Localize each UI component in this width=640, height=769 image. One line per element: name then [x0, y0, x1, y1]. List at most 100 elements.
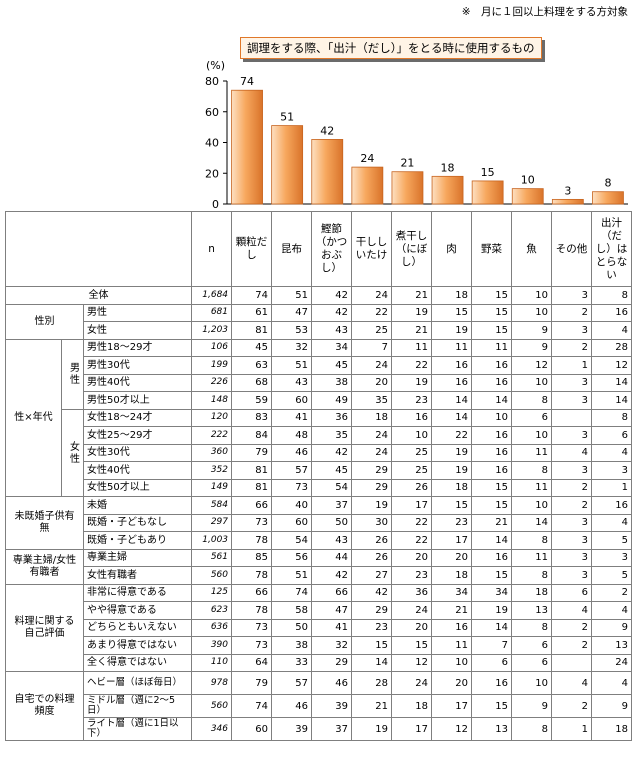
- y-tick-label: 20: [205, 167, 219, 180]
- table-cell: 14: [431, 391, 473, 410]
- table-cell: 73: [231, 636, 273, 655]
- table-cell: 6: [471, 653, 513, 672]
- table-cell: 24: [351, 356, 393, 375]
- table-cell: 35: [351, 391, 393, 410]
- table-cell: 20: [431, 548, 473, 567]
- sample-size: 623: [191, 601, 233, 620]
- table-cell: 24: [351, 286, 393, 305]
- table-cell: 51: [271, 286, 313, 305]
- table-cell: 16: [471, 373, 513, 392]
- table-cell: 47: [271, 303, 313, 322]
- table-cell: 57: [271, 671, 313, 695]
- table-cell: 8: [511, 531, 553, 550]
- bar: [391, 171, 424, 205]
- y-axis-label: (%): [206, 59, 225, 72]
- sample-size: 110: [191, 653, 233, 672]
- table-cell: 26: [391, 478, 433, 497]
- table-cell: 21: [391, 321, 433, 340]
- table-cell: 24: [351, 443, 393, 462]
- y-tick-label: 40: [205, 137, 219, 150]
- column-header: 干ししいたけ: [351, 211, 393, 287]
- table-cell: 19: [471, 601, 513, 620]
- table-cell: 22: [391, 531, 433, 550]
- table-cell: 34: [471, 583, 513, 602]
- column-header: 鰹節（かつおぶし）: [311, 211, 353, 287]
- column-header: 野菜: [471, 211, 513, 287]
- table-cell: 54: [271, 531, 313, 550]
- bar: [511, 188, 544, 205]
- table-cell: 34: [311, 338, 353, 357]
- table-cell: 16: [431, 356, 473, 375]
- sample-size: 681: [191, 303, 233, 322]
- table-cell: 18: [431, 478, 473, 497]
- row-label: 専業主婦: [82, 548, 193, 567]
- table-row: 女性30代 360 79 46 42 24 25 19 16 11 4 4: [6, 443, 633, 462]
- group-label: 性別: [5, 303, 84, 340]
- table-cell: 10: [471, 408, 513, 427]
- sample-size: 148: [191, 391, 233, 410]
- bar-value-label: 24: [360, 152, 374, 165]
- table-cell: 3: [551, 286, 593, 305]
- table-cell: 59: [231, 391, 273, 410]
- table-cell: 78: [231, 601, 273, 620]
- table-cell: 4: [591, 443, 633, 462]
- table-cell: 8: [511, 717, 553, 741]
- table-cell: 3: [591, 548, 633, 567]
- table-cell: 2: [551, 636, 593, 655]
- table-cell: 25: [391, 443, 433, 462]
- table-cell: 9: [511, 338, 553, 357]
- table-row: 女性 1,203 81 53 43 25 21 19 15 9 3 4: [6, 321, 633, 340]
- bar: [311, 139, 344, 205]
- table-cell: 11: [471, 338, 513, 357]
- table-cell: 50: [311, 513, 353, 532]
- subgroup-label: 女性: [61, 408, 84, 497]
- table-cell: 9: [511, 694, 553, 718]
- row-label: 女性18～24才: [82, 408, 193, 427]
- table-cell: 83: [231, 408, 273, 427]
- table-cell: 32: [271, 338, 313, 357]
- table-cell: 5: [591, 566, 633, 585]
- table-cell: 39: [271, 717, 313, 741]
- bar-value-label: 3: [564, 184, 571, 197]
- sample-size: 222: [191, 426, 233, 445]
- table-cell: 20: [391, 548, 433, 567]
- table-cell: 45: [311, 461, 353, 480]
- bar: [551, 198, 584, 205]
- table-row: 既婚・子どもなし 297 73 60 50 30 22 23 21 14 3 4: [6, 513, 633, 532]
- table-cell: 12: [431, 717, 473, 741]
- table-cell: 20: [431, 671, 473, 695]
- sample-size: 352: [191, 461, 233, 480]
- crosstab-table: n 顆粒だし 昆布 鰹節（かつおぶし） 干ししいたけ 煮干し（にぼし）肉野菜魚その他 出汁（…: [4, 211, 633, 741]
- table-cell: 12: [591, 356, 633, 375]
- table-cell: 10: [511, 373, 553, 392]
- table-cell: 20: [391, 618, 433, 637]
- table-cell: 17: [391, 496, 433, 515]
- table-cell: 4: [591, 513, 633, 532]
- table-cell: 12: [391, 653, 433, 672]
- table-cell: 19: [351, 717, 393, 741]
- table-cell: 10: [511, 303, 553, 322]
- row-label: 男性40代: [82, 373, 193, 392]
- table-cell: 15: [471, 286, 513, 305]
- table-cell: 23: [351, 618, 393, 637]
- row-label: 既婚・子どもあり: [82, 531, 193, 550]
- table-cell: 32: [311, 636, 353, 655]
- table-cell: 14: [431, 408, 473, 427]
- bar: [231, 89, 263, 205]
- table-cell: 10: [391, 426, 433, 445]
- table-cell: 22: [431, 426, 473, 445]
- footnote: ※ 月に１回以上料理をする方対象: [461, 6, 628, 18]
- row-label: ライト層（週に1日以下）: [82, 717, 193, 741]
- row-label: 女性50才以上: [82, 478, 193, 497]
- table-cell: 16: [471, 671, 513, 695]
- table-cell: 16: [471, 443, 513, 462]
- table-cell: 3: [551, 461, 593, 480]
- sample-size: 561: [191, 548, 233, 567]
- table-cell: 14: [471, 618, 513, 637]
- table-header-row: n 顆粒だし 昆布 鰹節（かつおぶし） 干ししいたけ 煮干し（にぼし）肉野菜魚その他 出汁（…: [4, 211, 633, 287]
- bar-value-label: 42: [320, 124, 334, 137]
- table-cell: 19: [391, 373, 433, 392]
- row-label: やや得意である: [82, 601, 193, 620]
- table-cell: 3: [551, 426, 593, 445]
- sample-size: 390: [191, 636, 233, 655]
